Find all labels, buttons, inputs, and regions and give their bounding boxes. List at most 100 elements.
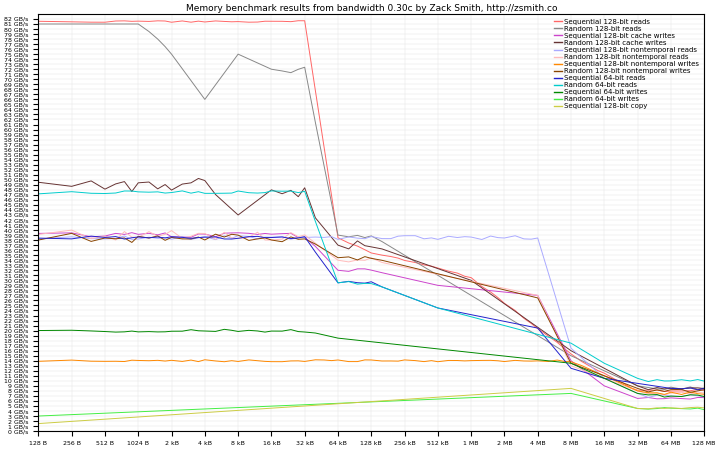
Sequential 128-bit nontemporal writes: [486, 358, 495, 363]
Title: Memory benchmark results from bandwidth 0.30c by Zack Smith, http://zsmith.co: Memory benchmark results from bandwidth …: [186, 4, 557, 13]
Random 64-bit writes: [400, 398, 409, 403]
Random 128-bit cache writes: [644, 387, 652, 392]
Line: Random 64-bit reads: Random 64-bit reads: [38, 191, 704, 382]
Sequential 64-bit reads: [300, 234, 309, 239]
Random 128-bit reads: [400, 252, 409, 258]
Random 128-bit nontemporal reads: [411, 267, 420, 272]
Sequential 64-bit writes: [586, 369, 595, 375]
Random 64-bit writes: [567, 391, 575, 396]
Sequential 128-bit copy: [294, 404, 302, 409]
Sequential 64-bit writes: [700, 394, 708, 399]
Sequential 128-bit cache writes: [500, 289, 509, 295]
Sequential 64-bit writes: [660, 394, 669, 400]
Sequential 64-bit reads: [411, 297, 420, 302]
Random 64-bit writes: [494, 394, 503, 399]
Sequential 128-bit cache writes: [586, 373, 595, 378]
Random 64-bit writes: [700, 407, 708, 412]
Line: Random 128-bit nontemporal writes: Random 128-bit nontemporal writes: [38, 234, 704, 392]
Random 128-bit cache writes: [500, 301, 509, 306]
Sequential 64-bit reads: [486, 316, 495, 321]
Legend: Sequential 128-bit reads, Random 128-bit reads, Sequential 128-bit cache writes,: Sequential 128-bit reads, Random 128-bit…: [552, 18, 701, 111]
Line: Sequential 128-bit nontemporal reads: Sequential 128-bit nontemporal reads: [38, 236, 704, 397]
Line: Random 128-bit nontemporal reads: Random 128-bit nontemporal reads: [38, 230, 704, 395]
Random 128-bit cache writes: [411, 258, 420, 263]
Random 64-bit writes: [34, 414, 42, 419]
Random 64-bit writes: [134, 409, 143, 414]
Sequential 128-bit nontemporal reads: [400, 233, 409, 238]
Sequential 128-bit cache writes: [300, 234, 309, 240]
Sequential 128-bit nontemporal writes: [34, 359, 42, 364]
Sequential 128-bit reads: [586, 364, 595, 369]
Sequential 128-bit nontemporal writes: [586, 367, 595, 372]
Random 128-bit reads: [34, 21, 42, 27]
Random 128-bit reads: [134, 21, 143, 27]
Sequential 128-bit nontemporal reads: [586, 363, 595, 369]
Random 128-bit nontemporal reads: [660, 392, 669, 398]
Sequential 128-bit reads: [294, 18, 302, 23]
Sequential 64-bit writes: [500, 353, 509, 359]
Sequential 128-bit nontemporal writes: [678, 392, 686, 397]
Sequential 64-bit reads: [87, 234, 96, 239]
Random 128-bit nontemporal reads: [145, 229, 153, 234]
Sequential 128-bit nontemporal writes: [700, 392, 708, 397]
Random 128-bit nontemporal writes: [411, 266, 420, 271]
Random 128-bit reads: [494, 309, 503, 315]
Sequential 128-bit nontemporal writes: [500, 359, 509, 364]
Random 128-bit reads: [294, 67, 302, 72]
Random 128-bit nontemporal writes: [486, 284, 495, 289]
Sequential 128-bit reads: [134, 18, 143, 24]
Random 64-bit reads: [134, 189, 143, 194]
Sequential 128-bit nontemporal writes: [134, 358, 143, 363]
Random 128-bit nontemporal writes: [700, 387, 708, 392]
Random 64-bit writes: [294, 402, 302, 408]
Random 128-bit cache writes: [194, 176, 203, 181]
Random 128-bit reads: [477, 299, 486, 305]
Random 128-bit nontemporal reads: [68, 227, 76, 233]
Random 128-bit reads: [577, 358, 586, 363]
Sequential 128-bit nontemporal reads: [411, 233, 420, 238]
Sequential 128-bit reads: [300, 18, 309, 23]
Sequential 128-bit cache writes: [127, 230, 136, 235]
Sequential 128-bit reads: [500, 301, 509, 306]
Random 64-bit reads: [34, 191, 42, 197]
Random 64-bit reads: [486, 319, 495, 324]
Random 64-bit reads: [300, 189, 309, 194]
Random 64-bit writes: [586, 395, 595, 400]
Sequential 128-bit copy: [567, 386, 575, 391]
Sequential 128-bit nontemporal reads: [294, 235, 302, 240]
Sequential 128-bit cache writes: [34, 231, 42, 236]
Sequential 128-bit cache writes: [686, 396, 695, 402]
Random 64-bit writes: [477, 395, 486, 400]
Sequential 64-bit reads: [34, 235, 42, 241]
Sequential 128-bit reads: [34, 18, 42, 24]
Line: Sequential 128-bit copy: Sequential 128-bit copy: [38, 388, 704, 423]
Random 64-bit reads: [700, 378, 708, 384]
Sequential 128-bit nontemporal reads: [644, 395, 652, 400]
Line: Random 128-bit cache writes: Random 128-bit cache writes: [38, 179, 704, 390]
Sequential 128-bit nontemporal writes: [300, 359, 309, 364]
Sequential 128-bit copy: [494, 391, 503, 396]
Sequential 64-bit reads: [500, 319, 509, 324]
Sequential 128-bit reads: [660, 389, 669, 394]
Sequential 128-bit nontemporal reads: [134, 236, 143, 242]
Random 128-bit nontemporal writes: [34, 237, 42, 243]
Sequential 64-bit reads: [586, 371, 595, 377]
Line: Sequential 128-bit nontemporal writes: Sequential 128-bit nontemporal writes: [38, 360, 704, 395]
Sequential 128-bit nontemporal reads: [486, 234, 495, 239]
Sequential 128-bit nontemporal writes: [200, 357, 209, 362]
Random 128-bit cache writes: [486, 291, 495, 297]
Line: Sequential 64-bit reads: Sequential 64-bit reads: [38, 236, 704, 390]
Sequential 128-bit copy: [586, 392, 595, 397]
Sequential 128-bit nontemporal reads: [700, 394, 708, 400]
Sequential 128-bit cache writes: [411, 278, 420, 283]
Sequential 128-bit cache writes: [486, 288, 495, 293]
Random 64-bit reads: [178, 188, 186, 194]
Sequential 64-bit writes: [486, 352, 495, 357]
Random 128-bit nontemporal reads: [34, 232, 42, 237]
Sequential 64-bit writes: [220, 327, 229, 332]
Random 128-bit nontemporal reads: [486, 283, 495, 288]
Sequential 64-bit writes: [300, 329, 309, 335]
Random 128-bit nontemporal writes: [68, 231, 76, 236]
Random 128-bit cache writes: [300, 185, 309, 190]
Random 64-bit reads: [644, 379, 652, 384]
